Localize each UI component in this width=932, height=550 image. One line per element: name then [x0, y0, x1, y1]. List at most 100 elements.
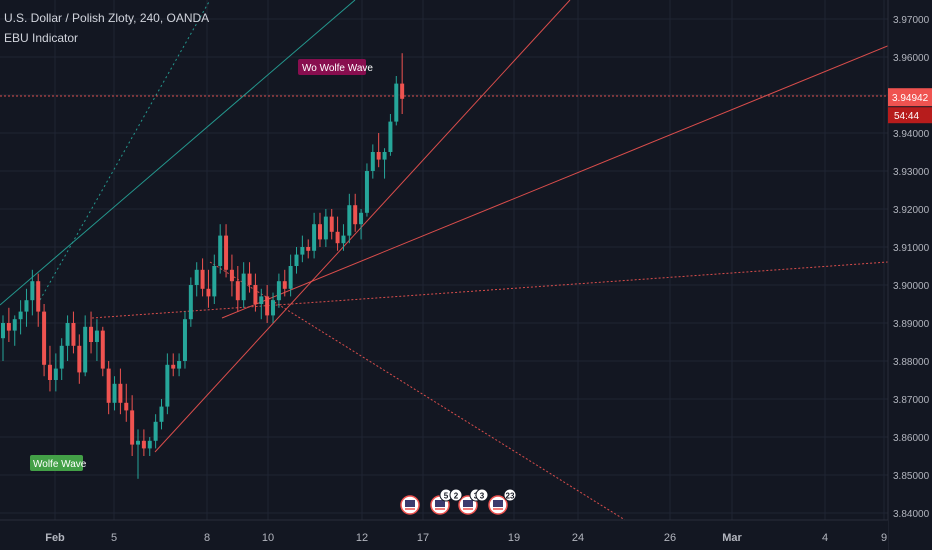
candle[interactable] [6, 307, 11, 342]
candle[interactable] [42, 304, 47, 377]
wolfe-label-bottom-bg[interactable] [30, 455, 83, 471]
candle[interactable] [182, 311, 187, 369]
event-count: 2 [454, 492, 459, 501]
candle[interactable] [94, 319, 99, 361]
candle[interactable] [165, 353, 170, 415]
price-tick-label: 3.96000 [893, 53, 930, 64]
candle[interactable] [353, 193, 358, 232]
candle[interactable] [194, 262, 199, 297]
candle[interactable] [335, 216, 340, 251]
wolfe-label-top-bg[interactable] [298, 59, 366, 75]
candle[interactable] [247, 262, 252, 293]
candle[interactable] [276, 273, 281, 308]
candle[interactable] [18, 300, 23, 335]
wolfe-label-bottom[interactable]: Wolfe Wave [33, 459, 87, 470]
candle[interactable] [83, 315, 88, 377]
candle[interactable] [12, 315, 17, 346]
candle[interactable] [241, 262, 246, 308]
candle[interactable] [218, 224, 223, 274]
candle[interactable] [141, 429, 146, 456]
event-count-badge[interactable] [449, 488, 463, 502]
candle[interactable] [1, 315, 5, 361]
candle[interactable] [59, 338, 64, 380]
candle[interactable] [382, 148, 387, 179]
candle-body [71, 323, 76, 346]
candle[interactable] [347, 193, 352, 244]
event-count-badge[interactable] [503, 488, 517, 502]
event-flag-icon[interactable] [488, 495, 508, 515]
candle[interactable] [394, 76, 399, 126]
candle[interactable] [300, 235, 305, 263]
price-tick-label: 3.91000 [893, 243, 930, 254]
candle[interactable] [112, 376, 117, 411]
candle[interactable] [53, 353, 58, 392]
candle[interactable] [153, 414, 158, 449]
candle[interactable] [206, 269, 211, 308]
candle[interactable] [317, 212, 322, 247]
candle[interactable] [359, 209, 364, 240]
candle[interactable] [71, 311, 76, 354]
candle[interactable] [271, 292, 276, 323]
candle[interactable] [65, 315, 70, 361]
current-price-label: 3.94942 [892, 93, 929, 104]
candle[interactable] [376, 133, 381, 168]
candle[interactable] [312, 212, 317, 259]
time-tick-label: 10 [262, 532, 274, 544]
candle[interactable] [265, 285, 270, 323]
candle[interactable] [212, 254, 217, 304]
candle[interactable] [323, 209, 328, 247]
candle[interactable] [229, 254, 234, 297]
candle[interactable] [177, 353, 182, 377]
candle[interactable] [282, 269, 287, 297]
candle[interactable] [171, 353, 176, 377]
time-axis[interactable] [0, 520, 888, 550]
candle[interactable] [329, 209, 334, 240]
candle[interactable] [36, 273, 41, 327]
candle[interactable] [47, 345, 52, 392]
candle-body [341, 235, 346, 244]
candle[interactable] [294, 247, 299, 274]
candle[interactable] [130, 395, 135, 456]
candle[interactable] [370, 144, 375, 179]
candle[interactable] [306, 239, 311, 259]
candle-body [194, 269, 199, 285]
candle-body [388, 121, 393, 152]
candle-body [235, 281, 240, 301]
candle[interactable] [30, 269, 35, 316]
trendline [154, 0, 571, 453]
candle-body [265, 296, 270, 316]
indicator-name[interactable]: EBU Indicator [4, 31, 79, 45]
candle[interactable] [388, 114, 393, 156]
candle[interactable] [106, 361, 111, 415]
candle[interactable] [100, 326, 105, 377]
candle[interactable] [24, 288, 29, 327]
candlestick-series[interactable] [1, 53, 405, 479]
candle[interactable] [124, 383, 129, 422]
wolfe-label-top[interactable]: Wo Wolfe Wave [302, 63, 373, 74]
candle-body [312, 224, 317, 251]
candle[interactable] [253, 273, 258, 312]
candle[interactable] [341, 224, 346, 251]
symbol-title[interactable]: U.S. Dollar / Polish Zloty, 240, OANDA [4, 11, 210, 25]
candle[interactable] [136, 429, 141, 479]
candle[interactable] [288, 254, 293, 297]
event-flag-icon[interactable] [458, 495, 478, 515]
candle[interactable] [400, 53, 405, 114]
candle[interactable] [200, 258, 205, 297]
price-axis[interactable] [888, 0, 932, 550]
candle[interactable] [259, 288, 264, 320]
candle[interactable] [159, 399, 164, 430]
candle[interactable] [147, 437, 152, 456]
candle[interactable] [364, 163, 369, 217]
candle[interactable] [224, 224, 229, 278]
event-flag-icon[interactable] [400, 495, 420, 515]
candle[interactable] [118, 368, 123, 415]
candle[interactable] [77, 334, 82, 384]
candle[interactable] [188, 277, 193, 327]
event-count-badge[interactable] [475, 488, 489, 502]
wolfe-wave-labels[interactable]: Wo Wolfe Wave Wolfe Wave [30, 59, 373, 471]
candle[interactable] [235, 266, 240, 312]
event-markers[interactable]: 523323 [400, 488, 517, 515]
candle[interactable] [89, 311, 94, 354]
